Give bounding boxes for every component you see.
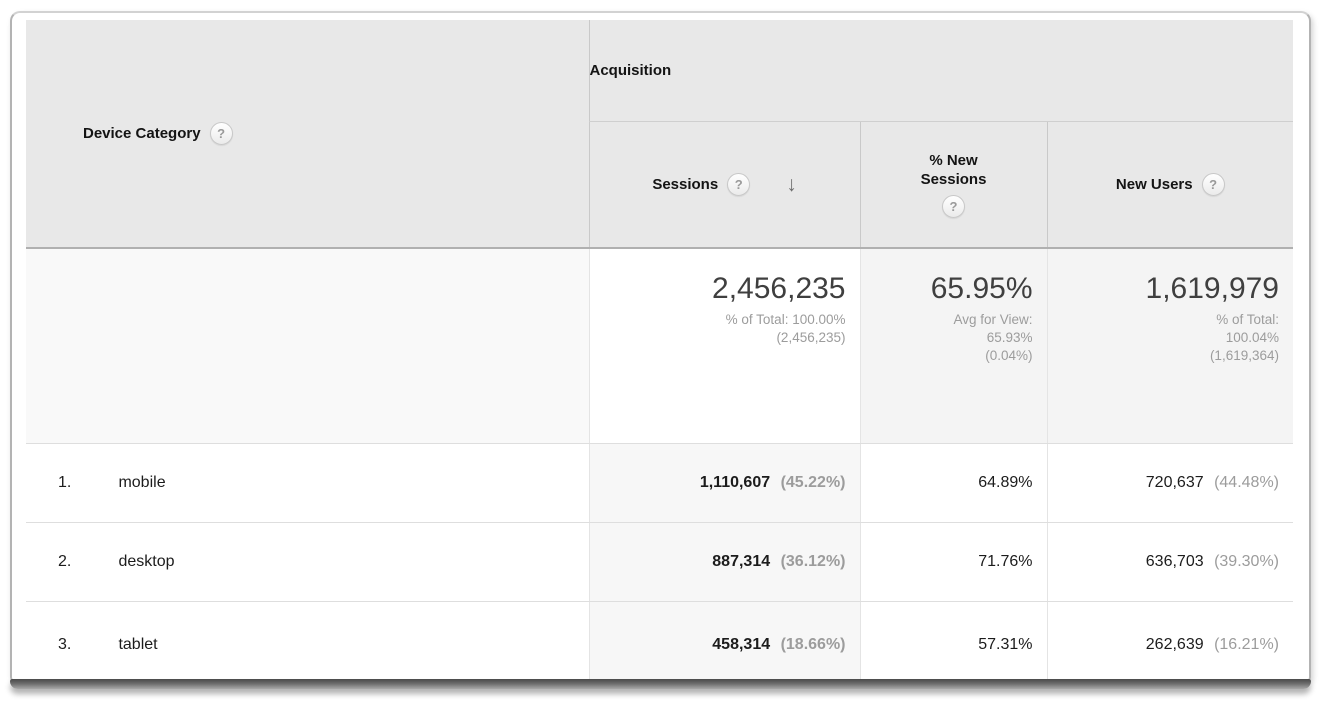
device-label[interactable]: mobile: [118, 474, 166, 491]
new-users-percent: (39.30%): [1214, 553, 1279, 570]
summary-new-users-note-line3: (1,619,364): [1209, 348, 1279, 363]
help-icon[interactable]: ?: [942, 195, 965, 218]
summary-sessions-total: 2,456,235: [712, 272, 846, 305]
device-cell: 3. tablet: [26, 601, 589, 679]
column-header-percent-new-sessions[interactable]: % New Sessions ?: [859, 121, 1047, 249]
percent-new-sessions-value: 71.76%: [978, 553, 1033, 570]
sort-descending-icon[interactable]: ↓: [786, 173, 797, 196]
sessions-value: 887,314: [712, 553, 771, 570]
sessions-cell: 1,110,607 (45.22%): [588, 443, 860, 523]
new-users-value: 636,703: [1145, 553, 1204, 570]
table-row: 2. desktop 887,314 (36.12%) 71.76% 636,7…: [26, 522, 1293, 602]
summary-new-users-total: 1,619,979: [1145, 272, 1279, 305]
summary-new-users-note-line1: % of Total:: [1216, 312, 1279, 327]
new-users-cell: 720,637 (44.48%): [1046, 443, 1293, 523]
table-row: 1. mobile 1,110,607 (45.22%) 64.89% 720,…: [26, 443, 1293, 523]
summary-sessions-note-line2: (2,456,235): [776, 330, 846, 345]
screenshot-frame: Device Category ? Acquisition Sessions ?…: [10, 11, 1311, 681]
table-row: 3. tablet 458,314 (18.66%) 57.31% 262,63…: [26, 601, 1293, 679]
device-category-label: Device Category: [83, 125, 201, 142]
sessions-header-label: Sessions: [652, 176, 719, 193]
new-users-percent: (44.48%): [1214, 474, 1279, 491]
percent-new-sessions-cell: 64.89%: [859, 443, 1047, 523]
sessions-cell: 458,314 (18.66%): [588, 601, 860, 679]
help-icon[interactable]: ?: [727, 173, 751, 196]
device-category-table: Device Category ? Acquisition Sessions ?…: [26, 20, 1293, 679]
device-label[interactable]: desktop: [118, 553, 175, 570]
header-row-metrics: Sessions ? ↓ % New Sessions ? New Users …: [26, 121, 1293, 249]
summary-new-users-note-line2: 100.04%: [1225, 330, 1279, 345]
column-header-device-category[interactable]: Device Category ?: [26, 20, 589, 249]
new-users-cell: 636,703 (39.30%): [1046, 522, 1293, 602]
section-header-acquisition: Acquisition: [588, 20, 1293, 122]
sessions-percent: (18.66%): [780, 635, 846, 653]
summary-new-users-cell: 1,619,979 % of Total: 100.04% (1,619,364…: [1046, 248, 1293, 444]
summary-sessions-note-line1: % of Total: 100.00%: [725, 312, 846, 327]
new-users-cell: 262,639 (16.21%): [1046, 601, 1293, 679]
device-label[interactable]: tablet: [118, 635, 158, 653]
screenshot-frame-bottom-edge: [10, 679, 1311, 689]
summary-sessions-cell: 2,456,235 % of Total: 100.00% (2,456,235…: [588, 248, 860, 444]
sessions-cell: 887,314 (36.12%): [588, 522, 860, 602]
new-users-header-label: New Users: [1115, 176, 1193, 193]
summary-percent-new-sessions-cell: 65.95% Avg for View: 65.93% (0.04%): [859, 248, 1047, 444]
summary-percent-new-sessions-note-line2: 65.93%: [986, 330, 1033, 345]
device-cell: 1. mobile: [26, 443, 589, 523]
summary-percent-new-sessions-note-line3: (0.04%): [985, 348, 1033, 363]
new-users-value: 720,637: [1145, 474, 1204, 491]
column-header-sessions[interactable]: Sessions ? ↓: [588, 121, 860, 249]
help-icon[interactable]: ?: [209, 122, 233, 145]
sessions-percent: (36.12%): [780, 553, 846, 570]
summary-percent-new-sessions-value: 65.95%: [930, 272, 1033, 305]
sessions-value: 1,110,607: [699, 474, 771, 491]
percent-new-sessions-cell: 57.31%: [859, 601, 1047, 679]
percent-new-sessions-label-line2: Sessions: [920, 171, 987, 188]
sessions-value: 458,314: [712, 635, 771, 653]
column-header-new-users[interactable]: New Users ?: [1046, 121, 1293, 249]
help-icon[interactable]: ?: [1201, 173, 1225, 196]
percent-new-sessions-value: 57.31%: [978, 635, 1033, 653]
summary-percent-new-sessions-note-line1: Avg for View:: [953, 312, 1033, 327]
acquisition-label: Acquisition: [589, 62, 672, 79]
row-index: 1.: [58, 474, 72, 491]
summary-row: 2,456,235 % of Total: 100.00% (2,456,235…: [26, 248, 1293, 444]
row-index: 2.: [58, 553, 72, 570]
header-row-acquisition: Device Category ? Acquisition: [26, 20, 1293, 249]
percent-new-sessions-label-line1: % New: [929, 152, 978, 169]
percent-new-sessions-cell: 71.76%: [859, 522, 1047, 602]
device-cell: 2. desktop: [26, 522, 589, 602]
new-users-value: 262,639: [1145, 635, 1204, 653]
percent-new-sessions-value: 64.89%: [978, 474, 1033, 491]
new-users-percent: (16.21%): [1214, 635, 1279, 653]
sessions-percent: (45.22%): [780, 474, 846, 491]
row-index: 3.: [58, 635, 72, 653]
summary-device-cell: [26, 248, 589, 444]
